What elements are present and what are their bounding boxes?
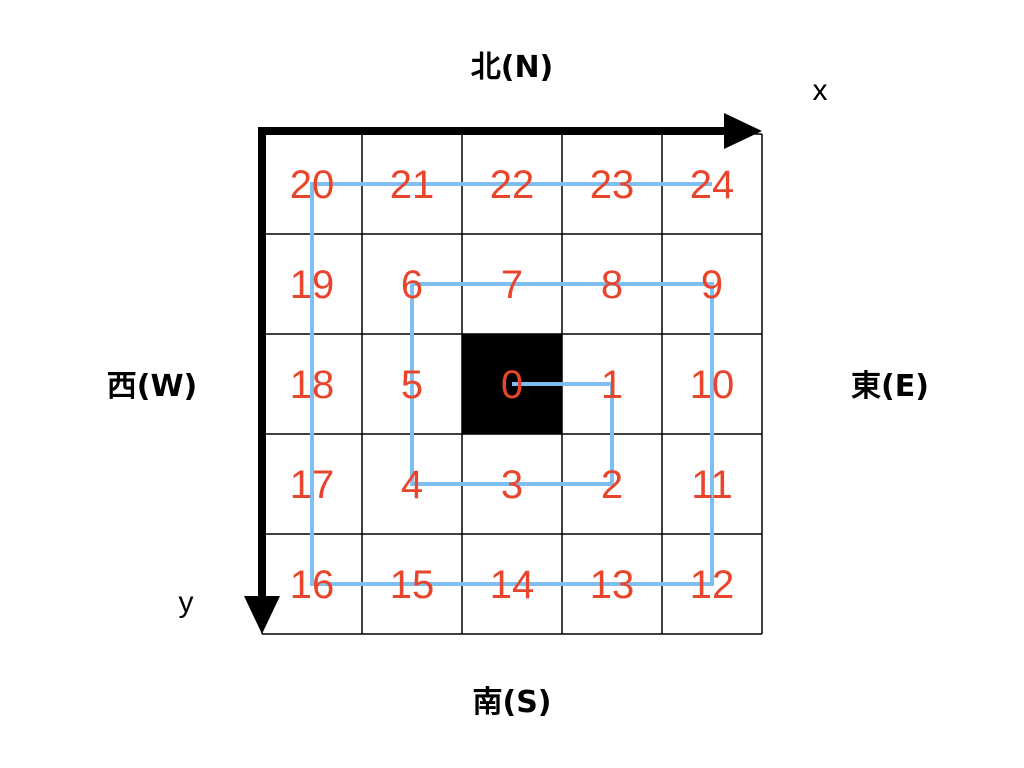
cell-number-11: 11 <box>691 463 733 507</box>
cell-number-8: 8 <box>601 263 623 307</box>
cell-number-2: 2 <box>601 463 623 507</box>
spiral-path <box>310 182 714 586</box>
cell-number-12: 12 <box>690 563 735 607</box>
cell-number-23: 23 <box>590 163 635 207</box>
cell-number-6: 6 <box>401 263 423 307</box>
cell-numbers: 20 21 22 23 24 19 6 7 8 9 18 5 0 1 10 17 4 3 2 11 16 15 14 13 12 <box>290 163 735 607</box>
south-label: 南(S) <box>472 685 551 720</box>
cell-number-3: 3 <box>501 463 523 507</box>
y-axis-label: y <box>179 586 194 619</box>
east-label: 東(E) <box>851 369 929 404</box>
cell-number-17: 17 <box>290 463 335 507</box>
cell-number-0: 0 <box>501 363 523 407</box>
cell-number-22: 22 <box>490 163 535 207</box>
cell-number-24: 24 <box>690 163 735 207</box>
x-axis-arrow <box>258 113 762 149</box>
cell-number-9: 9 <box>701 263 723 307</box>
cell-number-14: 14 <box>490 563 535 607</box>
cell-number-15: 15 <box>390 563 435 607</box>
y-axis-arrow <box>244 127 280 634</box>
cell-number-16: 16 <box>290 563 335 607</box>
cell-number-19: 19 <box>290 263 335 307</box>
cell-number-5: 5 <box>401 363 423 407</box>
cell-number-20: 20 <box>290 163 335 207</box>
cell-number-7: 7 <box>501 263 523 307</box>
cell-number-1: 1 <box>601 363 623 407</box>
west-label: 西(W) <box>107 369 198 404</box>
cell-number-4: 4 <box>401 463 423 507</box>
north-label: 北(N) <box>471 50 554 85</box>
x-axis-label: x <box>813 74 828 107</box>
cell-number-21: 21 <box>390 163 435 207</box>
cell-number-18: 18 <box>290 363 335 407</box>
cell-number-10: 10 <box>690 363 735 407</box>
cell-number-13: 13 <box>590 563 635 607</box>
